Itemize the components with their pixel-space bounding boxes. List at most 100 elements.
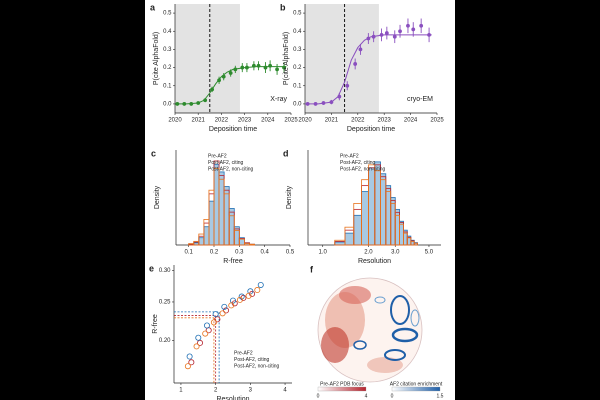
colorbar [317, 386, 367, 392]
scatter-point [221, 303, 228, 310]
histogram-bar [394, 208, 400, 246]
data-point [217, 78, 221, 83]
colorbar-label: AF2 citation enrichment [390, 381, 443, 387]
data-point [321, 101, 326, 105]
data-point [337, 94, 342, 99]
histogram-bar [223, 186, 230, 246]
x-tick-label: 2021 [192, 118, 206, 124]
histogram-bar [233, 229, 240, 246]
y-tick-label: 0.25 [159, 300, 171, 306]
data-point [275, 67, 279, 72]
legend-entry: Pre-AF2 [340, 153, 359, 159]
data-point [366, 36, 371, 41]
x-axis-label: Resolution [358, 258, 391, 265]
data-point [411, 27, 416, 32]
data-point [256, 63, 261, 68]
y-tick-label: 0.4 [163, 29, 172, 35]
histogram-bar [218, 171, 225, 246]
legend-entry: Post-AF2, non-citing [234, 363, 280, 369]
scatter-point [188, 359, 195, 366]
colorbar-tick-label: 1.5 [437, 393, 444, 399]
y-axis-label: P(cite AlphaFold) [153, 32, 160, 85]
data-point [251, 63, 256, 68]
scatter-point [240, 294, 247, 301]
x-tick-label: 2024 [404, 118, 418, 124]
x-tick-label: 1.0 [319, 250, 328, 256]
data-point [203, 98, 208, 103]
y-tick-label: 0.3 [163, 47, 172, 53]
x-axis-label: Resolution [216, 396, 249, 400]
y-tick-label: 0.4 [293, 29, 302, 35]
x-tick-label: 2022 [215, 118, 229, 124]
data-point [268, 63, 273, 68]
data-point [189, 102, 194, 106]
y-tick-label: 0.20 [159, 338, 171, 344]
legend-entry: Post-AF2, non-citing [340, 166, 386, 172]
histogram-bar [249, 243, 255, 246]
data-point [228, 71, 233, 75]
histogram-bar [208, 200, 215, 246]
y-tick-label: 0.5 [163, 11, 172, 17]
data-point [379, 32, 384, 37]
legend-entry: Pre-AF2 [234, 350, 253, 356]
legend-entry: Post-AF2, citing [340, 160, 376, 166]
y-axis-label: P(cite AlphaFold) [283, 32, 290, 85]
legend-entry: Pre-AF2 [208, 153, 227, 159]
scatter-point [245, 292, 252, 299]
x-tick-label: 2024 [261, 118, 275, 124]
colorbar-tick-label: 0 [391, 393, 394, 399]
scatter-point [219, 310, 226, 317]
histogram-bar [399, 220, 404, 246]
histogram-bar [380, 173, 387, 246]
data-point [233, 67, 238, 72]
histogram-bar [344, 232, 355, 246]
x-tick-label: 2023 [238, 118, 252, 124]
y-tick-label: 0.0 [163, 101, 172, 107]
panel-letter: c [151, 148, 156, 158]
x-tick-label: 2 [214, 388, 218, 394]
shaded-period [175, 4, 240, 113]
y-tick-label: 0.30 [159, 268, 171, 274]
legend-entry: Post-AF2, citing [234, 357, 270, 363]
x-axis-label: Deposition time [209, 126, 257, 133]
x-tick-label: 4 [283, 388, 287, 394]
map-decoration [317, 277, 423, 383]
scatter-point [214, 316, 221, 323]
data-point [245, 65, 249, 70]
data-point [406, 23, 410, 28]
y-tick-label: 0.5 [293, 11, 302, 17]
x-tick-label: 1 [179, 388, 183, 394]
x-tick-label: 0.1 [184, 250, 193, 256]
x-tick-label: 0.3 [235, 250, 244, 256]
legend-entry: Post-AF2, citing [208, 160, 244, 166]
x-axis-label: R-free [223, 258, 243, 265]
panel-letter: a [150, 2, 156, 12]
y-tick-label: 0.0 [293, 101, 302, 107]
x-tick-label: 5.0 [425, 250, 434, 256]
x-tick-label: 2.0 [364, 250, 373, 256]
scatter-point [228, 302, 235, 309]
histogram-bar [228, 208, 235, 246]
histogram-bar [403, 229, 408, 246]
histogram-bar [198, 237, 205, 246]
data-point [345, 83, 350, 88]
colorbar-label: Pre-AF2 PDB focus [320, 381, 364, 387]
x-tick-label: 3 [249, 388, 253, 394]
x-axis-label: Deposition time [347, 126, 395, 133]
annotation: cryo-EM [407, 96, 433, 103]
histogram-bar [413, 242, 418, 246]
histogram-bar [374, 161, 381, 246]
histogram-bar [385, 185, 392, 246]
scatter-point [195, 334, 202, 341]
x-tick-label: 3.0 [391, 250, 400, 256]
x-tick-label: 2023 [378, 118, 392, 124]
data-point [263, 65, 268, 70]
scatter-point [186, 353, 193, 360]
data-point [353, 62, 358, 66]
histogram-bar [238, 238, 245, 246]
y-tick-label: 0.2 [163, 65, 172, 71]
panel-letter: d [283, 148, 289, 158]
x-tick-label: 2020 [168, 118, 182, 124]
panel-letter: f [310, 264, 314, 274]
scatter-point [193, 343, 200, 350]
